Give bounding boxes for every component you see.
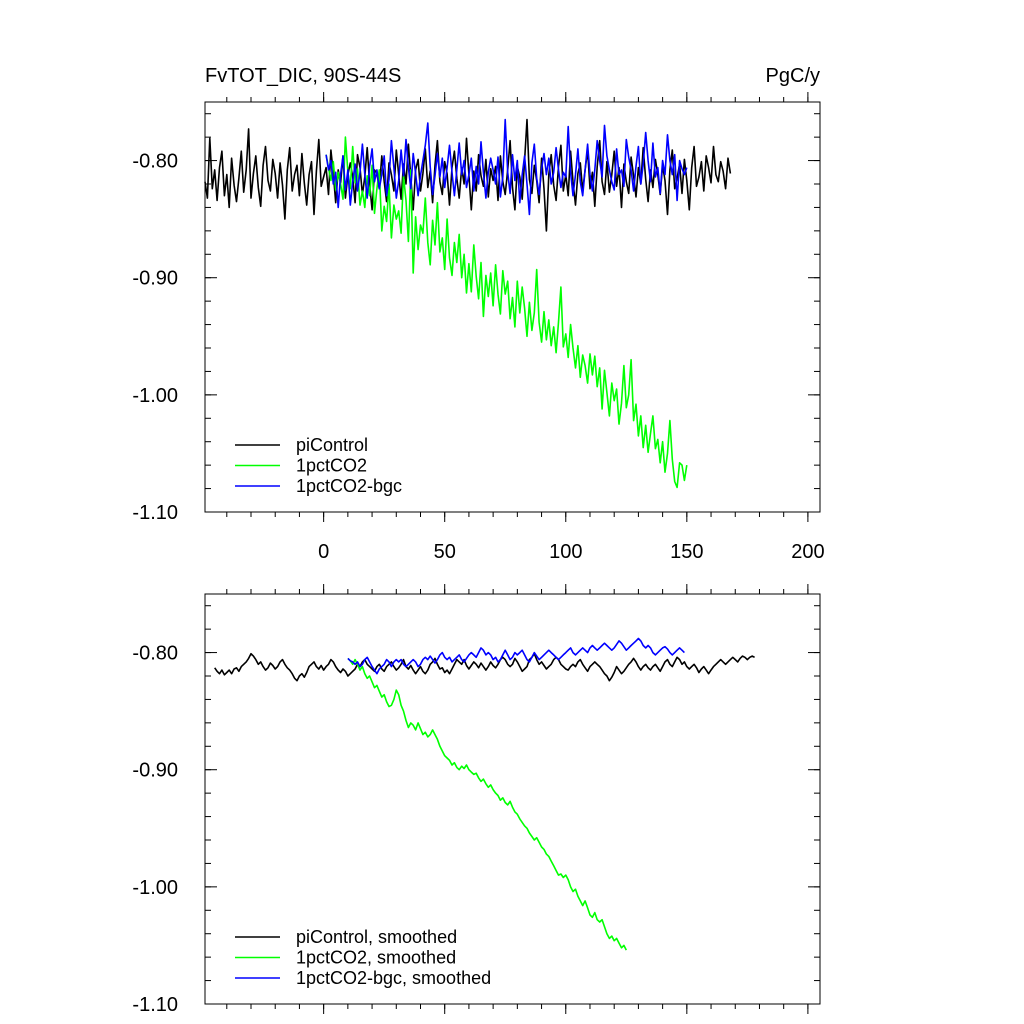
series-line-top-2 <box>325 118 688 216</box>
x-tick-label: 200 <box>791 541 824 563</box>
legend-label: piControl, smoothed <box>296 927 457 947</box>
legend-label: 1pctCO2-bgc <box>296 476 402 496</box>
y-tick-label: -0.90 <box>132 760 178 782</box>
series-line-bottom-2 <box>347 637 685 675</box>
legend-label: 1pctCO2 <box>296 456 367 476</box>
left-string: FvTOT_DIC, 90S-44S <box>205 65 401 87</box>
x-tick-label: 150 <box>670 541 703 563</box>
y-tick-label: -1.00 <box>132 385 178 407</box>
y-tick-label: -1.10 <box>132 502 178 524</box>
series-line-top-1 <box>325 136 688 489</box>
legend-label: 1pctCO2, smoothed <box>296 948 456 968</box>
x-tick-label: 100 <box>549 541 582 563</box>
series-line-bottom-0 <box>214 652 755 682</box>
series-line-top-0 <box>204 118 732 232</box>
y-tick-label: -1.00 <box>132 877 178 899</box>
top-panel: -1.10 -1.00 -0.90 -0.80 0 50 100 150 200 FvTOT_DI… <box>132 65 824 563</box>
plot-frame <box>204 593 821 1005</box>
plot-frame <box>204 101 821 513</box>
x-tick-label: 50 <box>434 541 456 563</box>
units-string: PgC/y <box>766 65 820 87</box>
legend-label: 1pctCO2-bgc, smoothed <box>296 968 491 988</box>
y-tick-label: -0.90 <box>132 268 178 290</box>
y-tick-label: -0.80 <box>132 643 178 665</box>
y-tick-label: -1.10 <box>132 994 178 1016</box>
legend-label: piControl <box>296 435 368 455</box>
y-tick-label: -0.80 <box>132 151 178 173</box>
series-line-bottom-1 <box>347 657 628 951</box>
x-tick-label: 0 <box>318 541 329 563</box>
